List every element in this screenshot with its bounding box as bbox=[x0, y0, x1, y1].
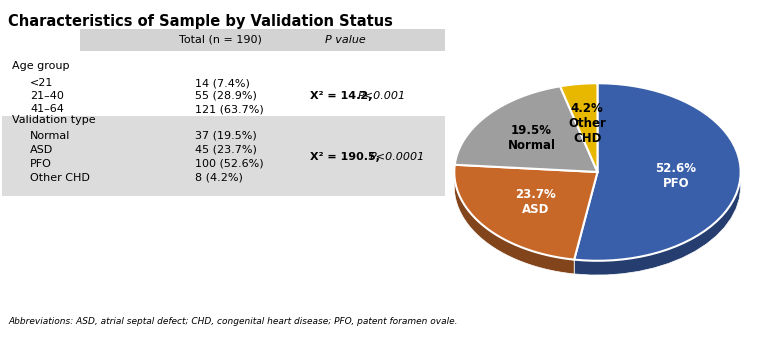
Text: Other CHD: Other CHD bbox=[30, 173, 90, 183]
Text: X² = 14.2,: X² = 14.2, bbox=[310, 91, 376, 101]
Text: 8 (4.2%): 8 (4.2%) bbox=[195, 173, 243, 183]
Text: 21–40: 21–40 bbox=[30, 91, 64, 101]
Text: 37 (19.5%): 37 (19.5%) bbox=[195, 131, 257, 141]
FancyBboxPatch shape bbox=[80, 29, 445, 51]
FancyBboxPatch shape bbox=[2, 116, 445, 196]
Text: P<0.0001: P<0.0001 bbox=[370, 152, 425, 162]
Text: 19.5%
Normal: 19.5% Normal bbox=[507, 124, 555, 152]
Text: P<0.001: P<0.001 bbox=[358, 91, 406, 101]
Text: Normal: Normal bbox=[30, 131, 70, 141]
Text: 52.6%
PFO: 52.6% PFO bbox=[656, 162, 696, 190]
Text: ASD: ASD bbox=[30, 145, 54, 155]
Text: 100 (52.6%): 100 (52.6%) bbox=[195, 159, 264, 169]
Text: 4.2%
Other
CHD: 4.2% Other CHD bbox=[568, 102, 606, 145]
Text: <21: <21 bbox=[30, 78, 54, 88]
Text: Characteristics of Sample by Validation Status: Characteristics of Sample by Validation … bbox=[8, 14, 393, 29]
Polygon shape bbox=[560, 83, 597, 100]
Text: 41–64: 41–64 bbox=[30, 104, 64, 114]
Text: P value: P value bbox=[325, 35, 365, 45]
Polygon shape bbox=[455, 86, 597, 172]
Polygon shape bbox=[574, 83, 741, 275]
Text: Total (n = 190): Total (n = 190) bbox=[178, 35, 261, 45]
Polygon shape bbox=[454, 165, 597, 260]
Text: Abbreviations: ASD, atrial septal defect; CHD, congenital heart disease; PFO, pa: Abbreviations: ASD, atrial septal defect… bbox=[8, 317, 457, 326]
Text: PFO: PFO bbox=[30, 159, 52, 169]
Polygon shape bbox=[455, 86, 560, 179]
Text: Validation type: Validation type bbox=[12, 115, 96, 125]
Text: 23.7%
ASD: 23.7% ASD bbox=[515, 188, 556, 216]
Text: X² = 190.5,: X² = 190.5, bbox=[310, 152, 384, 162]
Polygon shape bbox=[560, 83, 597, 172]
Polygon shape bbox=[574, 83, 741, 261]
Text: 121 (63.7%): 121 (63.7%) bbox=[195, 104, 264, 114]
Polygon shape bbox=[454, 165, 574, 274]
Text: 55 (28.9%): 55 (28.9%) bbox=[195, 91, 257, 101]
Text: 14 (7.4%): 14 (7.4%) bbox=[195, 78, 250, 88]
Text: 45 (23.7%): 45 (23.7%) bbox=[195, 145, 257, 155]
Text: Age group: Age group bbox=[12, 61, 70, 71]
